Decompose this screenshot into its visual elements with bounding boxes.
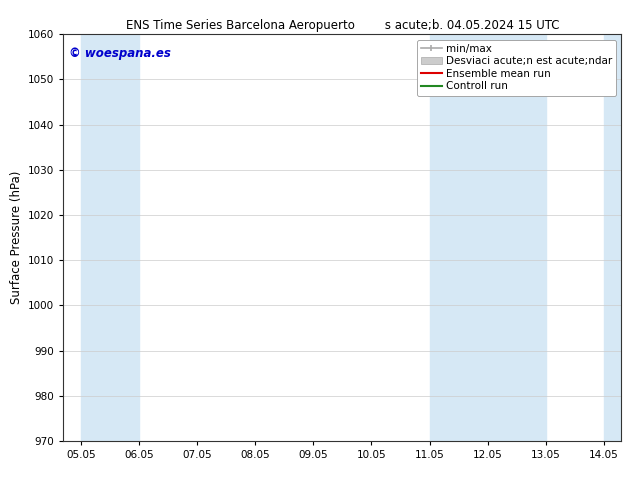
Title: ENS Time Series Barcelona Aeropuerto        s acute;b. 04.05.2024 15 UTC: ENS Time Series Barcelona Aeropuerto s a… <box>126 19 559 32</box>
Legend: min/max, Desviaci acute;n est acute;ndar, Ensemble mean run, Controll run: min/max, Desviaci acute;n est acute;ndar… <box>417 40 616 96</box>
Bar <box>81 34 139 441</box>
Bar <box>488 34 546 441</box>
Bar <box>429 34 488 441</box>
Y-axis label: Surface Pressure (hPa): Surface Pressure (hPa) <box>10 171 23 304</box>
Bar <box>604 34 634 441</box>
Text: © woespana.es: © woespana.es <box>69 47 171 59</box>
